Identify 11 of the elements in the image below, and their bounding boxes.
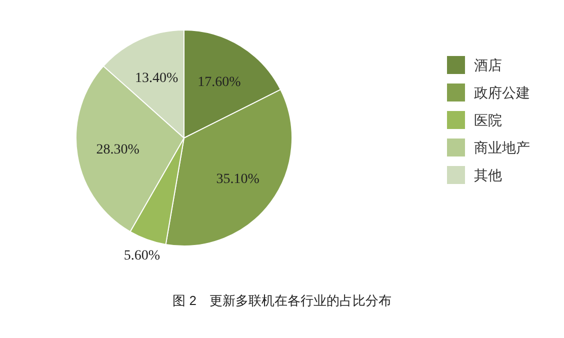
data-label: 28.30%	[96, 142, 140, 158]
legend-label: 商业地产	[474, 140, 530, 156]
data-label: 17.60%	[198, 75, 242, 90]
legend-label: 政府公建	[474, 84, 530, 100]
data-label: 5.60%	[124, 248, 160, 264]
legend-label: 其他	[474, 167, 502, 183]
data-label: 13.40%	[135, 70, 179, 86]
legend-label: 医院	[474, 112, 502, 128]
legend-label: 酒店	[474, 57, 502, 73]
text: 图 2 更新多联机在各行业的占比分布	[172, 293, 392, 308]
data-label: 35.10%	[216, 172, 260, 187]
